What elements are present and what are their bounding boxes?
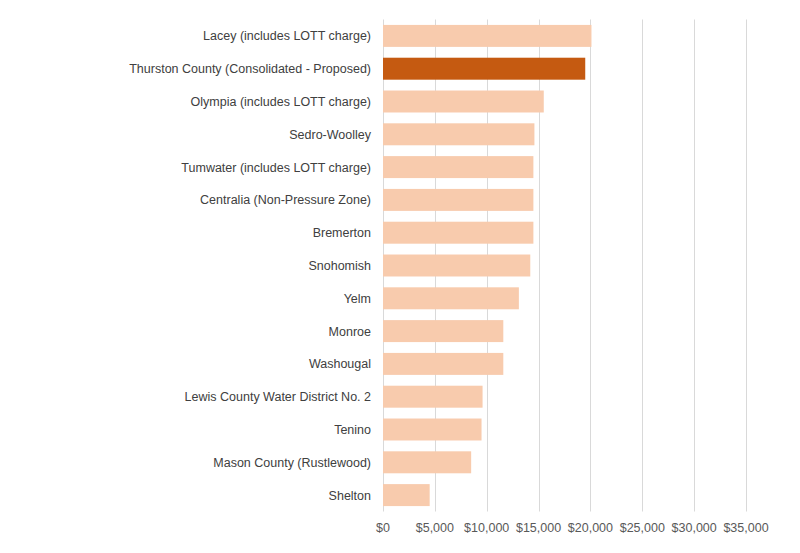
tick-label: $30,000: [672, 521, 717, 535]
bar: [383, 484, 430, 506]
bar: [383, 58, 585, 80]
bars: [383, 25, 591, 506]
tick-label: $25,000: [620, 521, 665, 535]
grid-line: [590, 20, 591, 512]
category-label: Snohomish: [308, 259, 371, 273]
bar: [383, 451, 471, 473]
bar: [383, 25, 591, 47]
bar: [383, 156, 533, 178]
bar: [383, 287, 519, 309]
bar: [383, 353, 503, 375]
bar: [383, 255, 530, 277]
tick-label: $0: [376, 521, 390, 535]
category-label: Washougal: [309, 357, 371, 371]
grid-line: [694, 20, 695, 512]
bar: [383, 320, 503, 342]
tick-label: $20,000: [568, 521, 613, 535]
bar: [383, 222, 533, 244]
category-label: Olympia (includes LOTT charge): [191, 95, 371, 109]
category-label: Yelm: [344, 292, 371, 306]
category-label: Lewis County Water District No. 2: [185, 390, 371, 404]
bar: [383, 123, 534, 145]
bar: [383, 189, 533, 211]
category-label: Sedro-Woolley: [289, 128, 372, 142]
category-label: Thurston County (Consolidated - Proposed…: [129, 62, 371, 76]
category-label: Lacey (includes LOTT charge): [203, 29, 371, 43]
category-label: Shelton: [329, 489, 371, 503]
tick-label: $5,000: [416, 521, 454, 535]
category-label: Tenino: [334, 423, 371, 437]
bar: [383, 419, 482, 441]
category-label: Monroe: [329, 325, 371, 339]
bar: [383, 386, 483, 408]
category-label: Mason County (Rustlewood): [213, 456, 371, 470]
category-label: Tumwater (includes LOTT charge): [181, 161, 371, 175]
chart: $0 $5,000 $10,000 $15,000 $20,000 $25,000 $30,…: [0, 0, 800, 553]
tick-label: $10,000: [464, 521, 509, 535]
tick-label: $15,000: [516, 521, 561, 535]
category-label: Centralia (Non-Pressure Zone): [200, 193, 371, 207]
category-label: Bremerton: [313, 226, 371, 240]
bar: [383, 91, 544, 113]
tick-label: $35,000: [723, 521, 768, 535]
grid-line: [642, 20, 643, 512]
grid-line: [746, 20, 747, 512]
grid: [384, 20, 747, 512]
